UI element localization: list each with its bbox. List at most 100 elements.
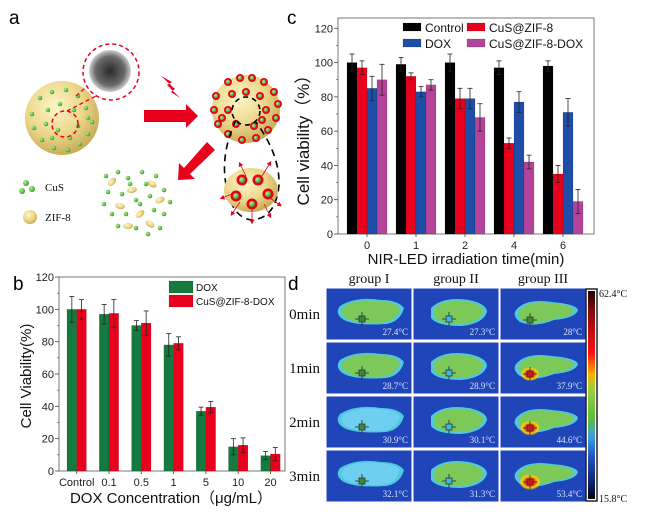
- row-label: 1min: [289, 361, 320, 377]
- bar-cus-zif-8-dox-0.5: [141, 322, 152, 472]
- tem-image: [89, 50, 131, 92]
- x-tick-label: Control: [59, 477, 94, 489]
- y-tick-label: 20: [321, 195, 333, 207]
- row-label: 0min: [289, 307, 320, 323]
- cus-dot: [265, 127, 271, 133]
- lightning-icon: [161, 76, 180, 98]
- cus-dot: [143, 181, 149, 187]
- y-tick-label: 120: [315, 23, 333, 35]
- crosshair-icon: [442, 420, 456, 434]
- y-tick-label: 40: [42, 401, 54, 413]
- cus-dot: [65, 147, 71, 153]
- bar-dox-0.1: [99, 313, 110, 472]
- cus-dot: [211, 107, 217, 113]
- cus-dot: [49, 89, 55, 95]
- x-tick-label: 10: [232, 477, 244, 489]
- cus-dot: [271, 89, 277, 95]
- cus-dot: [213, 93, 219, 99]
- temperature-readout: 27.4°C: [383, 327, 408, 337]
- crosshair-icon: [523, 313, 537, 327]
- cus-dot: [239, 137, 245, 143]
- cus-dot: [127, 181, 133, 187]
- y-tick-label: 40: [321, 160, 333, 172]
- bar-dox-1: [415, 91, 427, 235]
- temperature-readout: 28.9°C: [470, 381, 495, 391]
- cus-dot: [259, 117, 265, 123]
- cus-dot: [167, 199, 173, 205]
- crosshair-icon: [442, 366, 456, 380]
- legend-label: CuS@ZIF-8: [489, 21, 554, 35]
- temperature-readout: 27.3°C: [470, 327, 495, 337]
- zif8-fragment: [145, 220, 155, 228]
- bar-control-0: [346, 62, 358, 235]
- cus-dot: [229, 91, 235, 97]
- cus-dot: [123, 211, 129, 217]
- bar-cus-zif-8-4: [503, 142, 515, 235]
- colorbar-max-label: 62.4°C: [599, 289, 627, 300]
- temperature-readout: 30.1°C: [470, 435, 495, 445]
- bar-cus-zif-8-0: [356, 67, 368, 235]
- y-tick-label: 100: [315, 58, 333, 70]
- cus-dot: [257, 93, 263, 99]
- chart-c-ylabel: Cell viability（%）: [294, 67, 313, 206]
- cus-dot: [31, 125, 37, 131]
- cus-dot: [115, 169, 121, 175]
- bar-dox-0.5: [131, 325, 142, 472]
- cus-dot: [49, 135, 55, 141]
- mouse-body: [341, 354, 401, 377]
- legend-label: CuS@ZIF-8-DOX: [196, 297, 275, 308]
- zif8-fragment: [107, 177, 117, 187]
- cus-dot: [147, 193, 153, 199]
- bar-control-4: [493, 67, 505, 235]
- bar-cus-zif-8-dox-2: [474, 117, 486, 235]
- legend-cus-label: CuS: [45, 182, 64, 194]
- released-fragments: [101, 169, 173, 237]
- y-tick-label: 80: [42, 337, 54, 349]
- cus-dot: [43, 121, 49, 127]
- cus-dot: [239, 177, 245, 183]
- cus-dot: [29, 111, 35, 117]
- zif8-fragment: [147, 180, 157, 188]
- y-tick-label: 120: [36, 272, 54, 284]
- row-label: 2min: [289, 415, 320, 431]
- colorbar: [588, 291, 595, 499]
- row-label: 3min: [289, 469, 320, 485]
- cus-dot: [233, 193, 239, 199]
- y-tick-label: 0: [48, 466, 54, 478]
- legend-label: CuS@ZIF-8-DOX: [489, 37, 583, 51]
- cus-dot: [255, 177, 261, 183]
- cus-dot: [275, 101, 281, 107]
- bar-dox-1: [163, 344, 174, 472]
- legend-swatch: [466, 38, 486, 48]
- x-tick-label: 0.1: [101, 477, 116, 489]
- cus-dots-on-particle: [29, 87, 95, 153]
- y-tick-label: 20: [42, 434, 54, 446]
- temperature-readout: 31.3°C: [470, 489, 495, 499]
- thermal-image: 31.3°C: [412, 449, 500, 503]
- cus-dot: [265, 191, 271, 197]
- cus-dot: [101, 201, 107, 207]
- cus-dot: [161, 211, 167, 217]
- bar-cus-zif-8-1: [405, 76, 417, 235]
- temperature-readout: 44.6°C: [557, 435, 582, 445]
- release-arrow-icon: [238, 161, 247, 177]
- cus-dot: [137, 201, 143, 207]
- crosshair-icon: [355, 366, 369, 380]
- thermal-image: 27.4°C: [325, 287, 413, 341]
- crosshair-icon: [442, 312, 456, 326]
- zoom-line: [66, 95, 97, 112]
- release-arrow-icon: [263, 203, 272, 219]
- bar-dox-0: [366, 88, 378, 235]
- zoom-circle-black: [231, 96, 261, 126]
- release-arrow-icon: [261, 160, 272, 177]
- cus-dot: [63, 87, 69, 93]
- x-tick-label: 6: [560, 240, 566, 252]
- bar-cus-zif-8-dox-0.1: [108, 313, 119, 472]
- bar-cus-zif-8-6: [552, 173, 564, 235]
- temperature-readout: 53.4°C: [557, 489, 582, 499]
- cus-dot: [151, 207, 157, 213]
- legend-cus-dot-icon: [23, 180, 29, 186]
- cus-dot: [253, 135, 259, 141]
- x-tick-label: 2: [462, 240, 468, 252]
